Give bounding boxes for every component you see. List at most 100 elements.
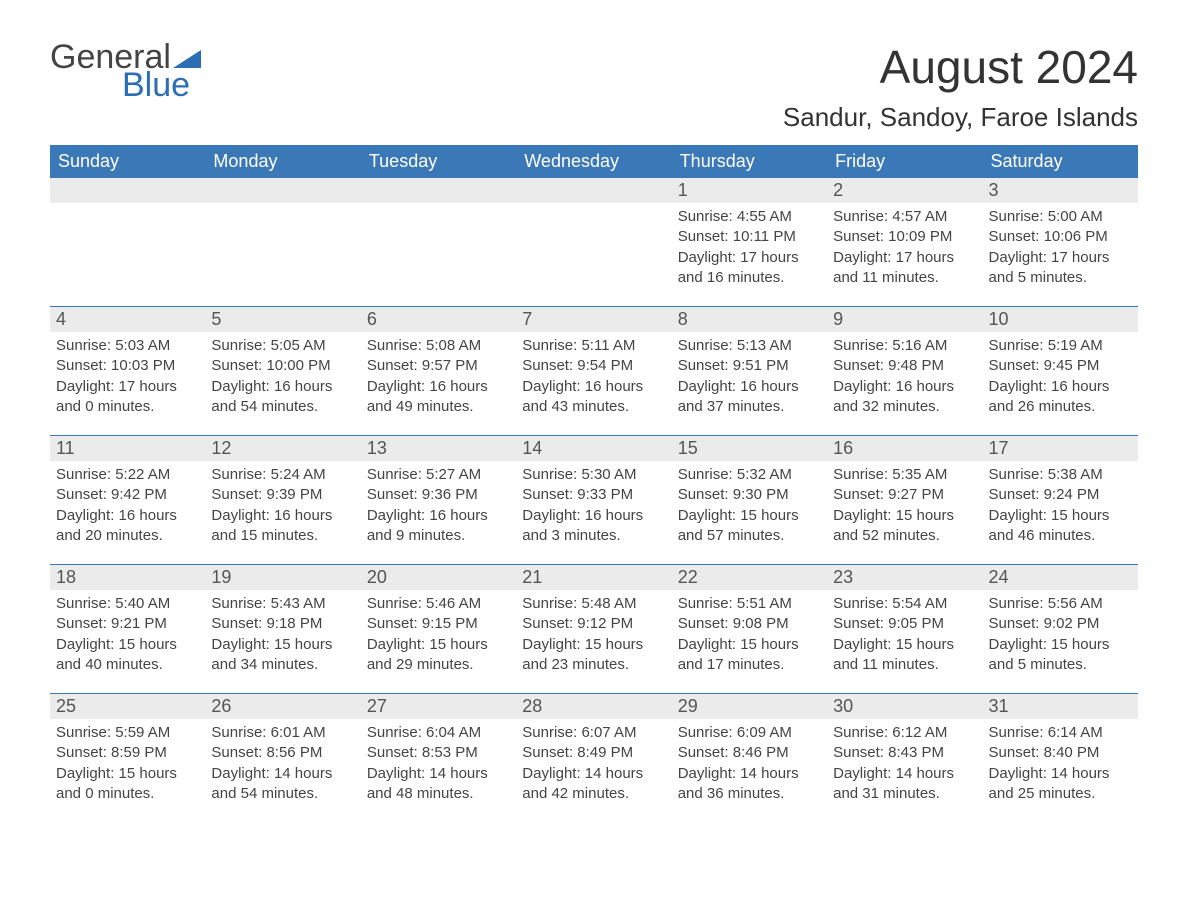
day-number: 10 bbox=[983, 307, 1138, 332]
day-cell: 4Sunrise: 5:03 AMSunset: 10:03 PMDayligh… bbox=[50, 307, 205, 421]
sunrise-text: Sunrise: 5:35 AM bbox=[833, 465, 976, 485]
daylight-text: Daylight: 17 hours and 16 minutes. bbox=[678, 248, 821, 289]
daylight-text: Daylight: 16 hours and 9 minutes. bbox=[367, 506, 510, 547]
day-content: Sunrise: 4:55 AMSunset: 10:11 PMDaylight… bbox=[672, 203, 827, 292]
day-number: 21 bbox=[516, 565, 671, 590]
sunset-text: Sunset: 9:57 PM bbox=[367, 356, 510, 376]
sunrise-text: Sunrise: 5:48 AM bbox=[522, 594, 665, 614]
daylight-text: Daylight: 15 hours and 5 minutes. bbox=[989, 635, 1132, 676]
day-number: 17 bbox=[983, 436, 1138, 461]
sunset-text: Sunset: 8:49 PM bbox=[522, 743, 665, 763]
day-cell: 26Sunrise: 6:01 AMSunset: 8:56 PMDayligh… bbox=[205, 694, 360, 808]
day-number: 5 bbox=[205, 307, 360, 332]
sunset-text: Sunset: 8:43 PM bbox=[833, 743, 976, 763]
sunset-text: Sunset: 9:33 PM bbox=[522, 485, 665, 505]
day-content: Sunrise: 6:01 AMSunset: 8:56 PMDaylight:… bbox=[205, 719, 360, 808]
day-number: 25 bbox=[50, 694, 205, 719]
day-content: Sunrise: 5:05 AMSunset: 10:00 PMDaylight… bbox=[205, 332, 360, 421]
day-header: Tuesday bbox=[361, 145, 516, 178]
daylight-text: Daylight: 16 hours and 43 minutes. bbox=[522, 377, 665, 418]
day-cell: 5Sunrise: 5:05 AMSunset: 10:00 PMDayligh… bbox=[205, 307, 360, 421]
sunrise-text: Sunrise: 5:24 AM bbox=[211, 465, 354, 485]
sunset-text: Sunset: 10:00 PM bbox=[211, 356, 354, 376]
sunset-text: Sunset: 8:53 PM bbox=[367, 743, 510, 763]
day-number: 8 bbox=[672, 307, 827, 332]
day-number: 15 bbox=[672, 436, 827, 461]
day-content: Sunrise: 6:12 AMSunset: 8:43 PMDaylight:… bbox=[827, 719, 982, 808]
day-number: 29 bbox=[672, 694, 827, 719]
sunrise-text: Sunrise: 5:22 AM bbox=[56, 465, 199, 485]
title-block: August 2024 Sandur, Sandoy, Faroe Island… bbox=[783, 40, 1138, 133]
day-number: 24 bbox=[983, 565, 1138, 590]
daylight-text: Daylight: 14 hours and 54 minutes. bbox=[211, 764, 354, 805]
sunrise-text: Sunrise: 5:13 AM bbox=[678, 336, 821, 356]
day-header: Monday bbox=[205, 145, 360, 178]
sunset-text: Sunset: 9:12 PM bbox=[522, 614, 665, 634]
day-number: 14 bbox=[516, 436, 671, 461]
header: General Blue August 2024 Sandur, Sandoy,… bbox=[50, 40, 1138, 133]
daylight-text: Daylight: 15 hours and 29 minutes. bbox=[367, 635, 510, 676]
day-cell: 12Sunrise: 5:24 AMSunset: 9:39 PMDayligh… bbox=[205, 436, 360, 550]
day-header: Saturday bbox=[983, 145, 1138, 178]
sunrise-text: Sunrise: 5:00 AM bbox=[989, 207, 1132, 227]
day-cell: 30Sunrise: 6:12 AMSunset: 8:43 PMDayligh… bbox=[827, 694, 982, 808]
week-row: 18Sunrise: 5:40 AMSunset: 9:21 PMDayligh… bbox=[50, 564, 1138, 679]
sunrise-text: Sunrise: 5:11 AM bbox=[522, 336, 665, 356]
day-header: Wednesday bbox=[516, 145, 671, 178]
day-number: 2 bbox=[827, 178, 982, 203]
daylight-text: Daylight: 15 hours and 46 minutes. bbox=[989, 506, 1132, 547]
day-content: Sunrise: 5:35 AMSunset: 9:27 PMDaylight:… bbox=[827, 461, 982, 550]
daylight-text: Daylight: 15 hours and 40 minutes. bbox=[56, 635, 199, 676]
sunrise-text: Sunrise: 5:19 AM bbox=[989, 336, 1132, 356]
day-number: 28 bbox=[516, 694, 671, 719]
day-cell: 13Sunrise: 5:27 AMSunset: 9:36 PMDayligh… bbox=[361, 436, 516, 550]
daylight-text: Daylight: 17 hours and 11 minutes. bbox=[833, 248, 976, 289]
day-number: 9 bbox=[827, 307, 982, 332]
daylight-text: Daylight: 16 hours and 3 minutes. bbox=[522, 506, 665, 547]
day-content: Sunrise: 5:27 AMSunset: 9:36 PMDaylight:… bbox=[361, 461, 516, 550]
sunrise-text: Sunrise: 6:01 AM bbox=[211, 723, 354, 743]
daylight-text: Daylight: 17 hours and 5 minutes. bbox=[989, 248, 1132, 289]
day-content: Sunrise: 5:11 AMSunset: 9:54 PMDaylight:… bbox=[516, 332, 671, 421]
daylight-text: Daylight: 15 hours and 0 minutes. bbox=[56, 764, 199, 805]
week-row: 25Sunrise: 5:59 AMSunset: 8:59 PMDayligh… bbox=[50, 693, 1138, 808]
day-content: Sunrise: 5:54 AMSunset: 9:05 PMDaylight:… bbox=[827, 590, 982, 679]
day-content: Sunrise: 6:07 AMSunset: 8:49 PMDaylight:… bbox=[516, 719, 671, 808]
sunrise-text: Sunrise: 6:07 AM bbox=[522, 723, 665, 743]
day-number: 20 bbox=[361, 565, 516, 590]
sunset-text: Sunset: 10:09 PM bbox=[833, 227, 976, 247]
sunrise-text: Sunrise: 5:05 AM bbox=[211, 336, 354, 356]
daylight-text: Daylight: 14 hours and 48 minutes. bbox=[367, 764, 510, 805]
day-cell: 31Sunrise: 6:14 AMSunset: 8:40 PMDayligh… bbox=[983, 694, 1138, 808]
daylight-text: Daylight: 16 hours and 32 minutes. bbox=[833, 377, 976, 418]
day-number: 3 bbox=[983, 178, 1138, 203]
sunset-text: Sunset: 9:30 PM bbox=[678, 485, 821, 505]
sunrise-text: Sunrise: 5:43 AM bbox=[211, 594, 354, 614]
day-header: Sunday bbox=[50, 145, 205, 178]
sunset-text: Sunset: 10:06 PM bbox=[989, 227, 1132, 247]
day-cell: 22Sunrise: 5:51 AMSunset: 9:08 PMDayligh… bbox=[672, 565, 827, 679]
sunrise-text: Sunrise: 5:46 AM bbox=[367, 594, 510, 614]
sunset-text: Sunset: 9:51 PM bbox=[678, 356, 821, 376]
day-number: 7 bbox=[516, 307, 671, 332]
day-cell: 29Sunrise: 6:09 AMSunset: 8:46 PMDayligh… bbox=[672, 694, 827, 808]
daylight-text: Daylight: 16 hours and 26 minutes. bbox=[989, 377, 1132, 418]
sunrise-text: Sunrise: 5:54 AM bbox=[833, 594, 976, 614]
sunrise-text: Sunrise: 4:55 AM bbox=[678, 207, 821, 227]
sunset-text: Sunset: 9:27 PM bbox=[833, 485, 976, 505]
sunrise-text: Sunrise: 5:38 AM bbox=[989, 465, 1132, 485]
daylight-text: Daylight: 16 hours and 49 minutes. bbox=[367, 377, 510, 418]
day-cell: 28Sunrise: 6:07 AMSunset: 8:49 PMDayligh… bbox=[516, 694, 671, 808]
daylight-text: Daylight: 15 hours and 23 minutes. bbox=[522, 635, 665, 676]
day-content: Sunrise: 4:57 AMSunset: 10:09 PMDaylight… bbox=[827, 203, 982, 292]
sunset-text: Sunset: 9:48 PM bbox=[833, 356, 976, 376]
logo-text-blue: Blue bbox=[122, 68, 201, 102]
sunrise-text: Sunrise: 6:09 AM bbox=[678, 723, 821, 743]
sunrise-text: Sunrise: 4:57 AM bbox=[833, 207, 976, 227]
week-row: 4Sunrise: 5:03 AMSunset: 10:03 PMDayligh… bbox=[50, 306, 1138, 421]
daylight-text: Daylight: 15 hours and 52 minutes. bbox=[833, 506, 976, 547]
month-title: August 2024 bbox=[783, 40, 1138, 94]
sunrise-text: Sunrise: 5:51 AM bbox=[678, 594, 821, 614]
sunrise-text: Sunrise: 5:59 AM bbox=[56, 723, 199, 743]
day-cell: 21 Sunrise: 5:48 AMSunset: 9:12 PMDayligh… bbox=[516, 565, 671, 679]
